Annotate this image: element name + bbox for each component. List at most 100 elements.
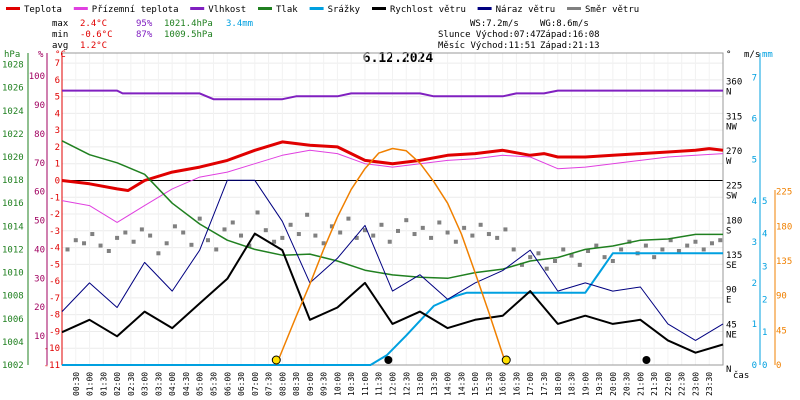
wind-tick-1: 1 (752, 320, 757, 330)
x-tick-12: 06:30 (237, 372, 246, 396)
humidity-tick-6: 70 (34, 159, 45, 169)
pressure-tick-1: 1004 (2, 338, 24, 348)
dir-point-62 (577, 262, 582, 267)
sun-tick-4: 180 (776, 222, 792, 232)
dir-point-7 (123, 230, 128, 235)
dir-point-17 (205, 238, 210, 243)
sun-tick-1: 45 (776, 326, 787, 336)
wind-tick-6: 6 (752, 115, 757, 125)
wind-tick-5: 5 (752, 156, 757, 166)
dir-point-46 (445, 230, 450, 235)
legend-label-4: Srážky (328, 5, 361, 15)
x-tick-34: 17:30 (540, 372, 549, 396)
dir-point-25 (272, 239, 277, 244)
series-1 (61, 140, 724, 192)
sun-tick-0: 0 (776, 361, 781, 371)
x-tick-39: 20:00 (609, 372, 618, 396)
sun-set-info: Západ:16:08 (540, 30, 600, 40)
stats-min-label: min (52, 30, 68, 40)
dir-point-50 (478, 222, 483, 227)
dir-point-33 (338, 230, 343, 235)
series-3 (61, 140, 723, 280)
humidity-tick-8: 90 (34, 101, 45, 111)
dir-point-58 (544, 266, 549, 271)
wind-tick-7: 7 (752, 74, 757, 84)
temp-tick-13: 2 (55, 143, 60, 153)
sun-tick-2: 90 (776, 292, 787, 302)
dir-point-56 (528, 255, 533, 260)
stats-max-temp: 2.4°C (80, 19, 107, 29)
stats-max-press: 1021.4hPa (164, 19, 213, 29)
x-tick-18: 09:30 (320, 372, 329, 396)
moonrise-marker (384, 356, 393, 364)
dir-point-55 (519, 262, 524, 267)
dir-label-4: S (726, 226, 731, 236)
dir-point-68 (627, 239, 632, 244)
dir-tick-7: 315 (726, 112, 742, 122)
dir-tick-8: 360 (726, 78, 742, 88)
dir-point-12 (164, 241, 169, 246)
dir-point-18 (214, 247, 219, 252)
x-tick-25: 13:00 (416, 372, 425, 396)
legend-swatch-4 (309, 7, 324, 10)
temp-tick-16: 5 (55, 93, 60, 103)
unit-pct: % (38, 50, 44, 60)
pressure-tick-0: 1002 (2, 361, 24, 371)
dir-point-8 (131, 239, 136, 244)
dir-point-48 (462, 225, 467, 230)
temp-tick-18: 7 (55, 59, 60, 69)
dir-point-66 (610, 259, 615, 263)
legend-swatch-2 (190, 7, 205, 10)
rain-tick-5: 5 (762, 197, 767, 207)
dir-point-73 (668, 238, 673, 243)
x-tick-3: 02:00 (113, 372, 122, 396)
axis-units: hPa % °C ° m/s mm čas (4, 50, 773, 381)
dir-point-3 (90, 232, 95, 237)
x-tick-44: 22:30 (678, 372, 687, 396)
x-tick-37: 19:00 (581, 372, 590, 396)
dir-point-5 (106, 248, 111, 253)
x-tick-42: 21:30 (650, 372, 659, 396)
wind-tick-4: 4 (752, 197, 757, 207)
dir-point-32 (329, 224, 334, 229)
dir-label-5: SW (726, 192, 737, 202)
legend-swatch-3 (258, 7, 272, 10)
dir-label-6: W (726, 157, 732, 167)
dir-point-10 (148, 233, 153, 238)
dir-point-6 (115, 235, 120, 240)
plot-area (61, 89, 724, 366)
humidity-tick-0: 10 (34, 332, 45, 342)
stats-max-hum: 95% (136, 19, 153, 29)
wind-tick-2: 2 (752, 279, 757, 289)
temp-tick-9: -2 (49, 210, 60, 220)
dir-point-64 (594, 243, 599, 248)
dir-point-16 (197, 216, 202, 221)
dir-point-47 (453, 239, 458, 244)
x-tick-6: 03:30 (154, 372, 163, 396)
humidity-tick-1: 20 (34, 303, 45, 313)
dir-tick-5: 225 (726, 182, 742, 192)
x-tick-40: 20:30 (623, 372, 632, 396)
humidity-tick-2: 30 (34, 274, 45, 284)
rain-tick-4: 4 (762, 230, 767, 240)
x-tick-41: 21:00 (636, 372, 645, 396)
dir-point-23 (255, 210, 260, 215)
stats-min-temp: -0.6°C (80, 30, 113, 40)
dir-point-75 (685, 243, 690, 248)
dir-point-67 (619, 247, 624, 252)
dir-point-51 (486, 232, 491, 237)
dir-point-40 (396, 228, 401, 233)
x-tick-8: 04:30 (182, 372, 191, 396)
pressure-tick-6: 1014 (2, 222, 24, 232)
stats-avg-temp: 1.2°C (80, 41, 107, 51)
dir-point-43 (420, 225, 425, 230)
stats-min-hum: 87% (136, 30, 153, 40)
dir-point-35 (354, 235, 359, 240)
x-tick-36: 18:30 (568, 372, 577, 396)
dir-point-42 (412, 232, 417, 237)
ws-info: WS:7.2m/s (470, 19, 519, 29)
x-tick-11: 06:00 (223, 372, 232, 396)
x-tick-9: 05:00 (196, 372, 205, 396)
x-tick-15: 08:00 (278, 372, 287, 396)
dir-point-37 (371, 233, 376, 238)
